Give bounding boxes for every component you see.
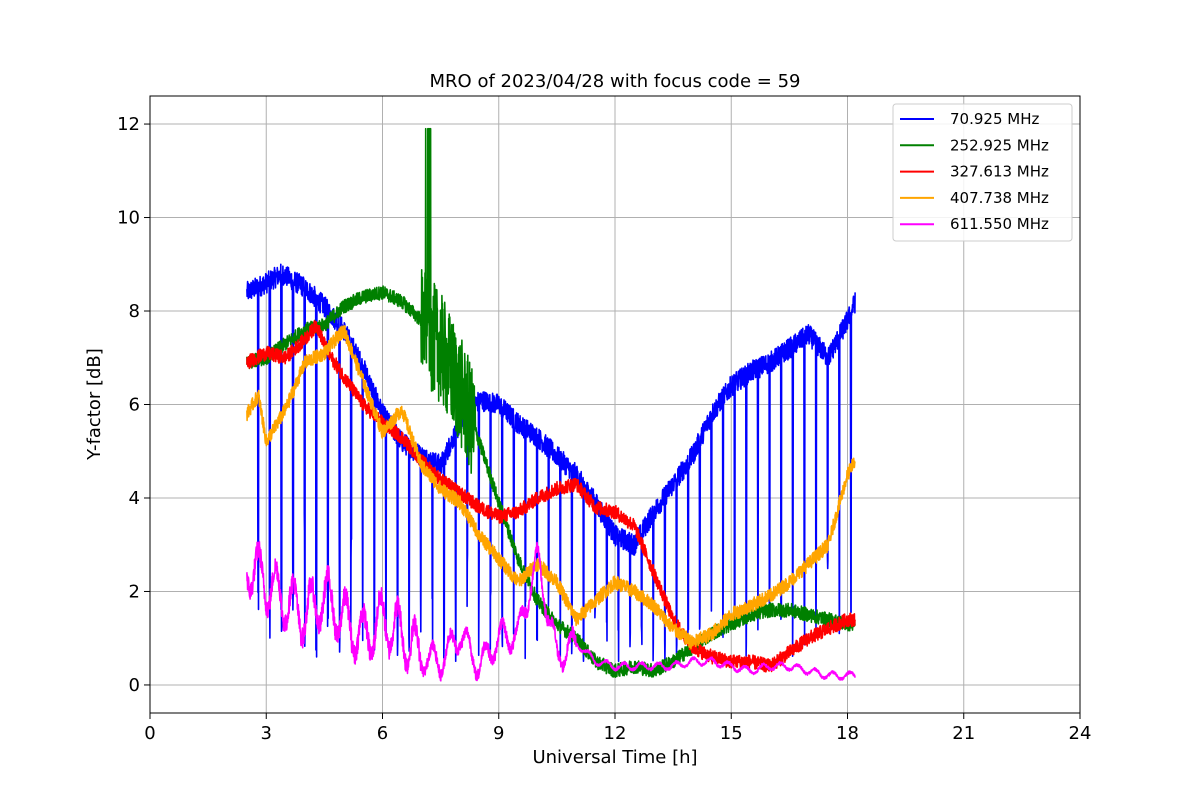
y-tick-label: 4 [129,488,140,509]
y-tick-label: 10 [117,208,140,229]
x-tick-label: 0 [144,723,155,744]
y-tick-label: 12 [117,114,140,135]
x-axis-label: Universal Time [h] [532,747,697,768]
y-tick-label: 8 [129,301,140,322]
legend-box [892,103,1073,242]
x-tick-label: 6 [377,723,388,744]
legend: 70.925 MHz 252.925 MHz 327.613 MHz 407.738 … [892,103,1073,242]
x-tick-label: 24 [1069,723,1092,744]
legend-label-4: 407.738 MHz [950,189,1049,207]
y-tick-label: 0 [129,675,140,696]
x-tick-label: 18 [836,723,859,744]
legend-label-1: 70.925 MHz [950,110,1039,128]
series-line-5 [246,540,856,682]
y-tick-label: 2 [129,581,140,602]
y-axis-ticks: 0 2 4 6 8 10 12 [117,114,150,696]
series-group [246,127,856,682]
x-tick-label: 3 [261,723,272,744]
series-line-1 [246,263,856,663]
series-line-4 [246,325,856,650]
legend-label-5: 611.550 MHz [950,215,1049,233]
x-tick-label: 21 [952,723,975,744]
y-tick-label: 6 [129,395,140,416]
x-tick-label: 15 [720,723,743,744]
x-tick-label: 9 [493,723,504,744]
series-line-2 [246,127,856,678]
chart-title: MRO of 2023/04/28 with focus code = 59 [430,71,801,92]
y-axis-label: Y-factor [dB] [84,348,105,461]
legend-label-3: 327.613 MHz [950,163,1049,181]
legend-label-2: 252.925 MHz [950,136,1049,154]
series-line-3 [246,320,856,673]
x-axis-ticks: 0 3 6 9 12 15 18 21 24 [144,713,1091,744]
plot-area [246,127,856,682]
x-tick-label: 12 [604,723,627,744]
